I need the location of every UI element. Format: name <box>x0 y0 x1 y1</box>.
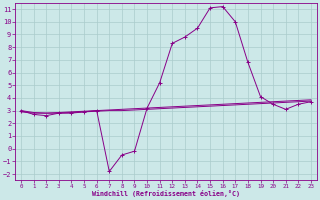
X-axis label: Windchill (Refroidissement éolien,°C): Windchill (Refroidissement éolien,°C) <box>92 190 240 197</box>
